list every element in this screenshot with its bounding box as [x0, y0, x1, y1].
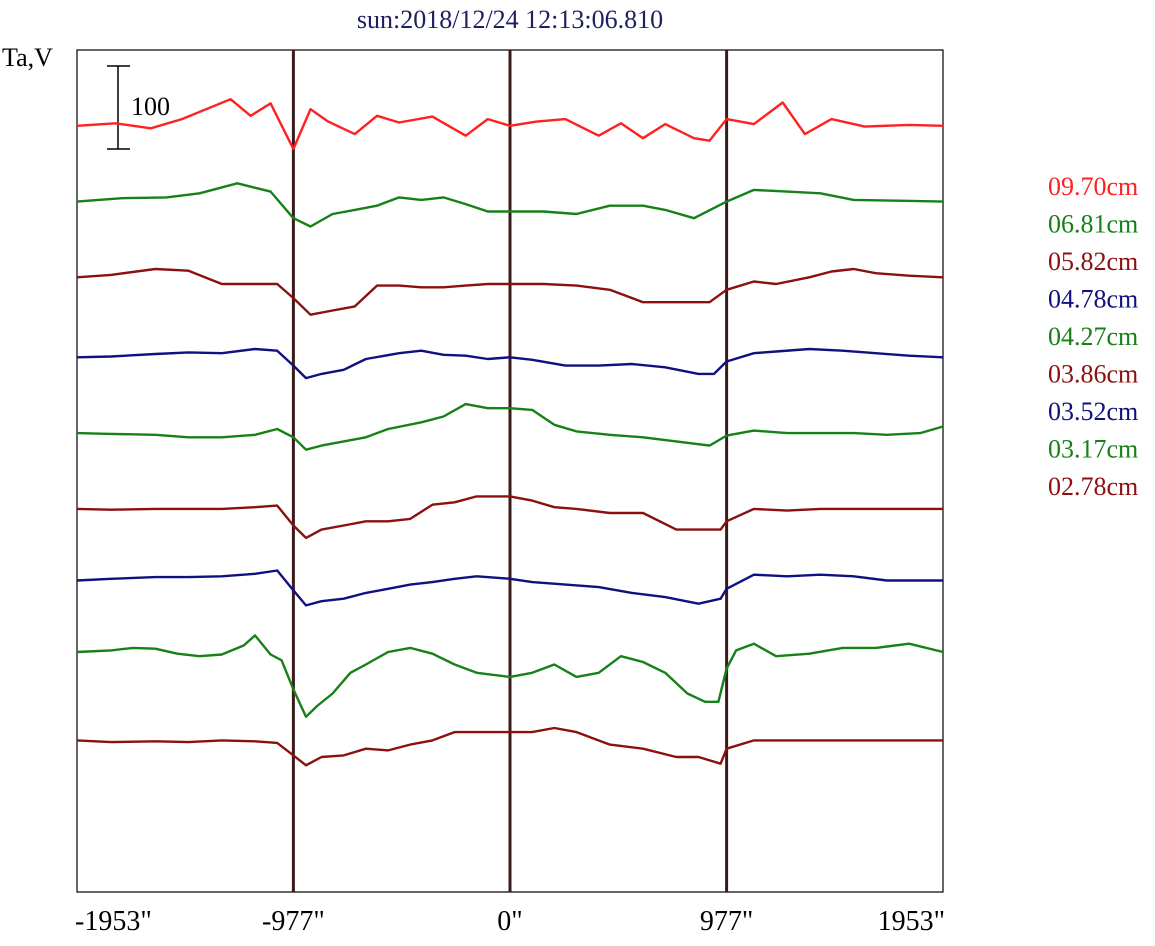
- series-line-04.78cm: [76, 347, 944, 380]
- legend-entry: 05.82cm: [1048, 247, 1138, 276]
- series-line-09.70cm: [76, 97, 944, 151]
- series-line-06.81cm: [76, 182, 944, 228]
- legend-entry: 06.81cm: [1048, 210, 1138, 239]
- series-line-03.17cm: [76, 634, 944, 718]
- series-line-04.27cm: [76, 402, 944, 451]
- scale-bar-label: 100: [131, 92, 170, 121]
- series-line-05.82cm: [76, 267, 944, 316]
- x-tick-label: 977": [700, 906, 753, 937]
- legend-entry: 03.52cm: [1048, 397, 1138, 426]
- legend-entry: 03.86cm: [1048, 360, 1138, 389]
- legend: 09.70cm 06.81cm 05.82cm 04.78cm 04.27cm 03.86…: [1048, 172, 1138, 501]
- scale-bar: 100: [107, 65, 170, 150]
- x-tick-labels: -1953" -977" 0" 977" 1953": [75, 906, 945, 937]
- x-tick-label: 1953": [878, 906, 945, 937]
- y-axis-label: Ta,V: [2, 43, 53, 72]
- vertical-markers: [291, 50, 729, 892]
- legend-entry: 03.17cm: [1048, 435, 1138, 464]
- x-tick-label: -1953": [75, 906, 152, 937]
- series-line-02.78cm: [76, 726, 943, 767]
- legend-entry: 04.27cm: [1048, 322, 1138, 351]
- series-line-03.86cm: [76, 495, 943, 540]
- series-line-03.52cm: [76, 569, 943, 607]
- x-tick-label: 0": [497, 906, 522, 937]
- legend-entry: 09.70cm: [1048, 172, 1138, 201]
- x-tick-label: -977": [262, 906, 325, 937]
- legend-entry: 02.78cm: [1048, 472, 1138, 501]
- chart-title: sun:2018/12/24 12:13:06.810: [357, 5, 663, 34]
- series-lines: [76, 97, 944, 767]
- legend-entry: 04.78cm: [1048, 285, 1138, 314]
